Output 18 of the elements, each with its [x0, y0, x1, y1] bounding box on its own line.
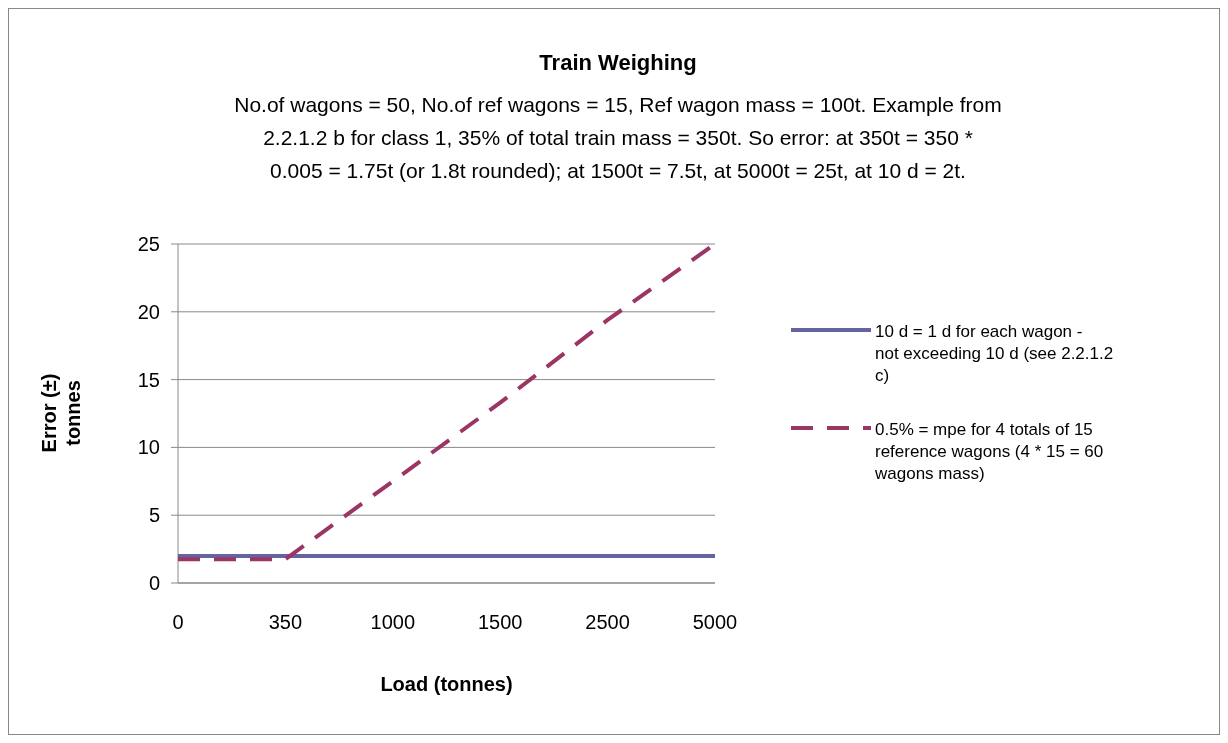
chart-subtitle: No.of wagons = 50, No.of ref wagons = 15, Ref wagon mass = 100t. Example from 2.2.1.2 b for class 1, 35% of total train mass = 350t. So error: at 350t = 350 * 0.005 = 1.75t (or 1.8t rounded); at 1500t = 7.5t, at 5000t = 25t, at 10 d = 2t.: [234, 93, 1002, 182]
chart-title: Train Weighing: [539, 50, 697, 75]
legend-label: 0.5% = mpe for 4 totals of 15 reference wagons (4 * 15 = 60 wagons mass): [874, 420, 1104, 483]
x-tick-label: 2500: [585, 611, 630, 633]
y-tick-label: 0: [148, 572, 160, 594]
y-axis-title: Error (±) tonnes: [38, 373, 84, 453]
y-tick-label: 20: [137, 300, 160, 323]
x-tick-label: 1000: [370, 611, 416, 633]
x-tick-label: 0: [172, 611, 184, 633]
x-tick-label: 350: [268, 611, 303, 633]
x-tick-label: 1500: [477, 611, 523, 633]
y-tick-label: 15: [137, 368, 160, 391]
x-axis-title: Load (tonnes): [380, 673, 513, 695]
x-tick-label: 5000: [692, 611, 738, 633]
y-tick-label: 10: [137, 436, 160, 459]
y-tick-label: 5: [148, 504, 160, 527]
legend-label: 10 d = 1 d for each wagon - not exceeding 10 d (see 2.2.1.2 c): [875, 322, 1114, 385]
y-tick-label: 25: [137, 233, 160, 255]
